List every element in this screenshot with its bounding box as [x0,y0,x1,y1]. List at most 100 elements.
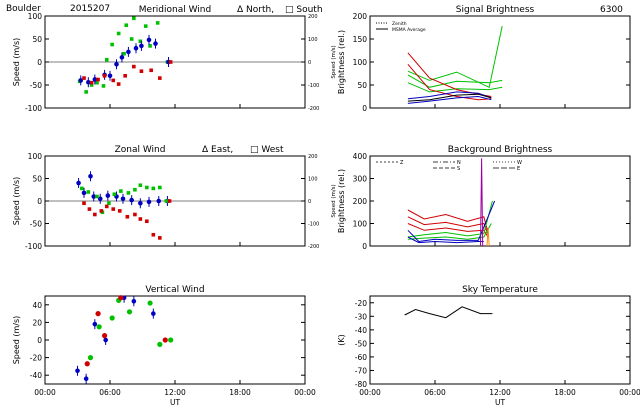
meridional-wind-panel: Meridional Wind Δ North, □ South -100 -50 0 50… [12,5,337,113]
y-tick-label: -40 [30,371,42,380]
y-tick-label: 100 [28,152,43,161]
x-tick-label: 06:00 [99,388,121,397]
signal-brightness-panel: Signal Brightness 6300 0 50 100 150 200 Brightn… [337,5,631,113]
data-point [116,31,121,36]
data-point [111,207,116,211]
series-line [480,158,484,247]
right-y-tick-label: 0 [308,199,311,205]
chart-title: Meridional Wind [139,5,211,15]
data-point [125,214,130,219]
data-point [126,191,131,195]
data-point [168,337,174,343]
data-point [158,185,162,190]
y-tick-label: 0 [362,104,367,113]
data-point [103,337,108,343]
y-tick-label: 0 [37,336,42,345]
y-tick-label: 100 [353,220,368,229]
data-point [86,79,91,85]
data-point [151,186,156,191]
title-legend-text: Δ North, [237,5,274,15]
plot-frame [369,155,631,247]
data-point [97,196,103,202]
x-tick-label: 18:00 [554,388,576,397]
data-point [120,196,126,202]
data-point [92,321,98,327]
data-point [75,368,80,374]
x-tick-label: 00:00 [294,388,316,397]
y-tick-label: -70 [355,366,367,375]
data-point [143,24,148,28]
x-axis-label: UT [170,398,180,407]
y-axis-label: Speed (m/s) [12,38,21,87]
data-point [146,37,152,43]
y-tick-label: 40 [32,301,42,310]
data-point [122,51,126,56]
y-tick-label: 0 [37,58,42,67]
right-y-tick-label: -200 [308,244,319,250]
data-point [101,84,106,88]
data-point [99,209,104,213]
data-point [138,217,143,221]
data-point [168,60,173,64]
data-point [149,68,153,73]
data-point [145,219,149,224]
right-y-tick-label: 200 [308,154,318,160]
right-y-tick-label: 100 [308,177,318,183]
data-point [83,376,89,382]
background-brightness-panel: Background Brightness 0 100 200 300 400 Bright… [337,145,631,251]
data-point [95,194,99,199]
right-y-tick-label: -100 [308,83,319,89]
data-point [138,183,143,188]
legend-entry: E [517,166,520,172]
data-point [123,74,127,78]
y-tick-label: -50 [355,339,367,348]
right-y-tick-label: 0 [308,60,311,66]
data-point [151,232,156,237]
plot-frame [44,295,306,385]
data-point [126,49,131,55]
data-point [93,212,97,217]
data-point [109,315,115,321]
data-point [132,64,136,69]
data-point [124,23,129,27]
chart-title: Zonal Wind [115,145,166,155]
data-point [139,69,144,73]
y-tick-label: -20 [30,354,42,363]
data-point [145,185,149,190]
data-point [89,83,94,87]
right-y-axis-label: Speed (m/s) [331,45,337,78]
series-line [407,236,484,244]
y-tick-label: 200 [353,197,368,206]
series-line [407,223,492,240]
data-point [89,80,94,85]
data-point [104,57,109,62]
data-point [82,76,86,80]
data-point [157,341,163,347]
legend-entry: Zenith [392,21,407,27]
data-point [107,201,111,206]
data-point [95,311,101,317]
chart-title: Background Brightness [448,145,553,155]
y-tick-label: 0 [37,197,42,206]
data-point [114,62,119,67]
series-line [407,93,492,102]
title-wavelength: 6300 [600,5,623,15]
data-point [156,198,162,204]
data-point [119,55,125,60]
data-point [129,197,134,203]
data-point [162,337,168,343]
data-point [112,192,117,197]
y-tick-label: 50 [32,175,42,184]
data-point [133,45,139,51]
data-point [107,73,113,79]
y-tick-label: -50 [30,220,42,229]
series-line [407,91,492,100]
y-tick-label: -100 [25,104,42,113]
series-line [407,95,492,104]
y-tick-label: -60 [355,353,367,362]
data-point [84,361,90,367]
legend-entry: MSMA Average [392,27,426,33]
y-tick-label: -80 [355,380,367,389]
y-tick-label: 50 [357,81,367,90]
data-point [138,39,143,44]
